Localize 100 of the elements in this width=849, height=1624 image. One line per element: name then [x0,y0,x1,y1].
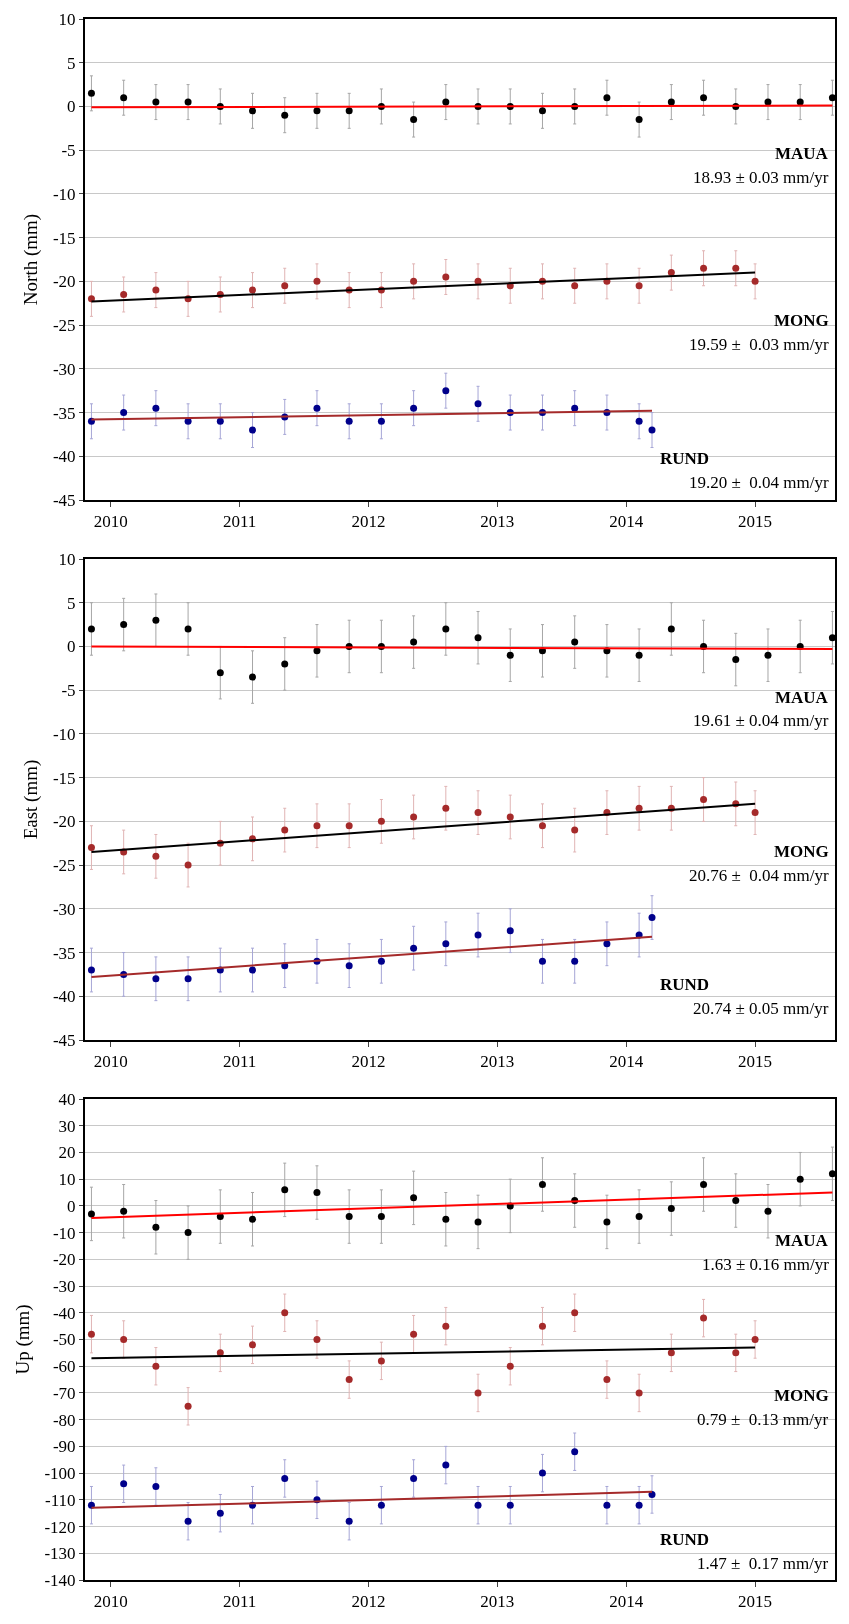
point [345,962,353,970]
point [603,1376,611,1384]
x-tick-label: 2015 [738,1592,773,1612]
series-label: MAUA [775,688,829,707]
y-tick-label: -30 [52,899,76,919]
point [538,957,546,965]
point [603,940,611,948]
point [216,1349,224,1357]
point [571,1448,579,1456]
y-tick-label: -15 [52,228,76,248]
point [667,1205,675,1213]
point [249,426,257,434]
point [764,98,772,106]
point [732,1349,740,1357]
x-tick-label: 2012 [351,1052,386,1072]
point [377,417,385,425]
point [313,647,321,655]
x-tick-label: 2015 [738,1052,773,1072]
point [184,861,192,869]
point [377,817,385,825]
y-tick-label: 10 [58,9,76,29]
series-label: MONG [774,842,829,861]
y-tick-label: -30 [52,359,76,379]
point [828,94,835,102]
y-axis-title: North (mm) [20,213,43,306]
point [442,273,450,281]
point [474,1501,482,1509]
point [120,290,128,298]
point [474,634,482,642]
point [410,813,418,821]
point [313,404,321,412]
point [571,826,579,834]
y-tick-label: -30 [52,1277,76,1297]
x-tick-label: 2013 [480,1052,515,1072]
x-tick-label: 2012 [351,1592,386,1612]
point [249,107,257,115]
point [313,277,321,285]
point [410,277,418,285]
y-tick-label: -100 [44,1464,76,1484]
point [87,1330,95,1338]
x-tick-label: 2015 [738,512,773,532]
x-tick-label: 2013 [480,1592,515,1612]
point [345,1517,353,1525]
point [667,625,675,633]
point [442,98,450,106]
point [732,1197,740,1205]
point [281,282,289,290]
y-tick-label: -10 [52,1223,76,1243]
point [732,264,740,272]
text: RUND [660,975,710,994]
point [603,94,611,102]
point [648,914,656,922]
y-tick-label: -35 [52,943,76,963]
point [700,1314,708,1322]
point [764,651,772,659]
point [184,625,192,633]
point [751,809,759,817]
annotation: 1.63 ± 0.16 mm/yr [702,1255,830,1274]
point [152,1362,160,1370]
point [377,1501,385,1509]
y-tick-label: -40 [52,1303,76,1323]
point [667,269,675,277]
y-tick-label: -25 [52,316,76,336]
y-tick-label: 0 [67,637,76,657]
y-tick-label: -20 [52,812,76,832]
annotation: 19.20 ± 0.04 mm/yr [689,473,829,492]
point [571,957,579,965]
point [764,1207,772,1215]
y-tick-label: 10 [58,1170,76,1190]
point [216,1509,224,1517]
point [506,1501,514,1509]
y-tick-label: -5 [61,681,76,701]
point [796,98,804,106]
x-tick-label: 2010 [93,512,128,532]
point [635,651,643,659]
series-label: MAUA [775,1231,829,1250]
y-tick-label: -110 [45,1490,76,1510]
x-tick-label: 2013 [480,512,515,532]
point [184,98,192,106]
point [377,957,385,965]
point [751,277,759,285]
y-tick-label: 40 [58,1089,76,1109]
point [732,656,740,664]
x-tick-label: 2011 [222,1052,257,1072]
point [442,1215,450,1223]
x-tick-label: 2010 [93,1592,128,1612]
point [120,409,128,417]
point [152,404,160,412]
point [281,111,289,119]
x-tick-label: 2014 [609,1052,644,1072]
y-tick-label: 30 [58,1116,76,1136]
y-tick-label: -10 [52,724,76,744]
point [603,1501,611,1509]
point [345,107,353,115]
point [474,277,482,285]
point [828,1170,835,1178]
point [442,1322,450,1330]
y-tick-label: -5 [61,141,76,161]
y-tick-label: -45 [52,1030,76,1050]
point [506,813,514,821]
